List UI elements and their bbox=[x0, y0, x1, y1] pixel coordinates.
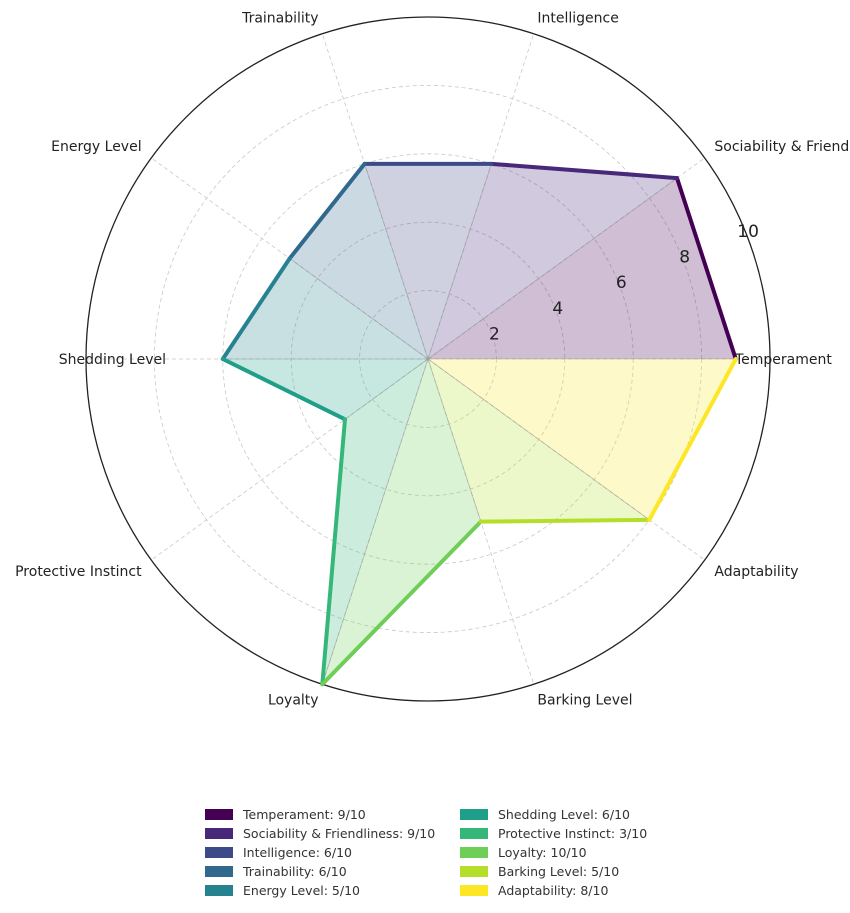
wedge-divider bbox=[427, 177, 678, 360]
legend-swatch bbox=[460, 846, 488, 858]
legend-label: Intelligence: 6/10 bbox=[243, 844, 352, 860]
radial-tick-labels: 2 4 6 8 10 bbox=[489, 222, 759, 344]
legend-item: Barking Level: 5/10 bbox=[460, 863, 675, 879]
axis-labels: Temperament Sociability & Friendliness Int… bbox=[15, 10, 850, 708]
radial-tick-label: 10 bbox=[737, 222, 759, 242]
legend-item: Protective Instinct: 3/10 bbox=[460, 825, 675, 841]
legend-item: Energy Level: 5/10 bbox=[205, 882, 460, 898]
legend-item: Shedding Level: 6/10 bbox=[460, 806, 675, 822]
series-wedge-fill bbox=[289, 163, 428, 359]
legend-swatch bbox=[205, 846, 233, 858]
series-edge-line bbox=[675, 176, 738, 361]
legend-swatch bbox=[205, 808, 233, 820]
series-edges bbox=[220, 161, 738, 687]
axis-label: Energy Level bbox=[51, 139, 141, 155]
radial-tick-label: 8 bbox=[679, 248, 690, 268]
legend-item: Intelligence: 6/10 bbox=[205, 844, 460, 860]
axis-label: Trainability bbox=[241, 10, 319, 26]
legend-item: Trainability: 6/10 bbox=[205, 863, 460, 879]
wedge-divider bbox=[289, 258, 429, 360]
series-edge-line bbox=[220, 256, 292, 361]
wedge-divider bbox=[321, 358, 429, 685]
legend-item: Loyalty: 10/10 bbox=[460, 844, 675, 860]
legend-label: Trainability: 6/10 bbox=[243, 863, 347, 879]
series-wedge-fill bbox=[222, 359, 428, 420]
wedge-divider bbox=[427, 358, 650, 521]
radial-tick-label: 2 bbox=[489, 324, 500, 344]
series-edge-line bbox=[647, 357, 738, 522]
series-wedge-fill bbox=[322, 359, 481, 685]
axis-label: Shedding Level bbox=[59, 352, 166, 368]
radial-tick-label: 4 bbox=[552, 299, 563, 319]
legend-swatch bbox=[460, 884, 488, 896]
legend-label: Barking Level: 5/10 bbox=[498, 863, 620, 879]
legend-swatch bbox=[205, 865, 233, 877]
series-wedge-fill bbox=[364, 163, 492, 359]
legend-swatch bbox=[460, 808, 488, 820]
axis-label: Adaptability bbox=[714, 564, 798, 580]
series-edge-line bbox=[220, 357, 347, 422]
series-edge-line bbox=[478, 517, 652, 524]
wedge-divider bbox=[364, 163, 429, 360]
series-wedge-fill bbox=[428, 163, 678, 359]
axis-label: Intelligence bbox=[537, 10, 618, 26]
series-edge-line bbox=[320, 417, 347, 687]
legend-swatch bbox=[205, 827, 233, 839]
legend-swatch bbox=[460, 827, 488, 839]
series-wedges bbox=[222, 163, 736, 685]
legend-swatch bbox=[205, 884, 233, 896]
axis-label: Sociability & Friendliness bbox=[714, 139, 850, 155]
legend-label: Shedding Level: 6/10 bbox=[498, 806, 630, 822]
series-edge-line bbox=[287, 161, 367, 261]
wedge-divider bbox=[427, 163, 492, 360]
radar-chart: 2 4 6 8 10 Temperament Sociability & Friendli… bbox=[15, 10, 850, 708]
series-wedge-fill bbox=[428, 359, 736, 520]
series-edge-line bbox=[320, 519, 483, 687]
legend-label: Sociability & Friendliness: 9/10 bbox=[243, 825, 436, 841]
series-edge-line bbox=[489, 161, 680, 181]
radar-outer-frame bbox=[85, 16, 771, 702]
legend-label: Protective Instinct: 3/10 bbox=[498, 825, 648, 841]
axis-label: Temperament bbox=[734, 352, 832, 368]
legend-item: Temperament: 9/10 bbox=[205, 806, 460, 822]
series-wedge-fill bbox=[428, 178, 736, 359]
axis-label: Barking Level bbox=[537, 693, 632, 709]
axis-label: Loyalty bbox=[268, 693, 319, 709]
axis-label: Protective Instinct bbox=[15, 564, 142, 580]
legend: Temperament: 9/10 Shedding Level: 6/10 Soc… bbox=[205, 806, 675, 898]
wedge-divider bbox=[427, 358, 482, 522]
legend-label: Adaptability: 8/10 bbox=[498, 882, 609, 898]
legend-item: Adaptability: 8/10 bbox=[460, 882, 675, 898]
legend-label: Loyalty: 10/10 bbox=[498, 844, 587, 860]
legend-label: Temperament: 9/10 bbox=[243, 806, 366, 822]
legend-label: Energy Level: 5/10 bbox=[243, 882, 360, 898]
legend-item: Sociability & Friendliness: 9/10 bbox=[205, 825, 460, 841]
wedge-divider bbox=[344, 358, 429, 420]
radial-tick-label: 6 bbox=[616, 273, 627, 293]
legend-swatch bbox=[460, 865, 488, 877]
